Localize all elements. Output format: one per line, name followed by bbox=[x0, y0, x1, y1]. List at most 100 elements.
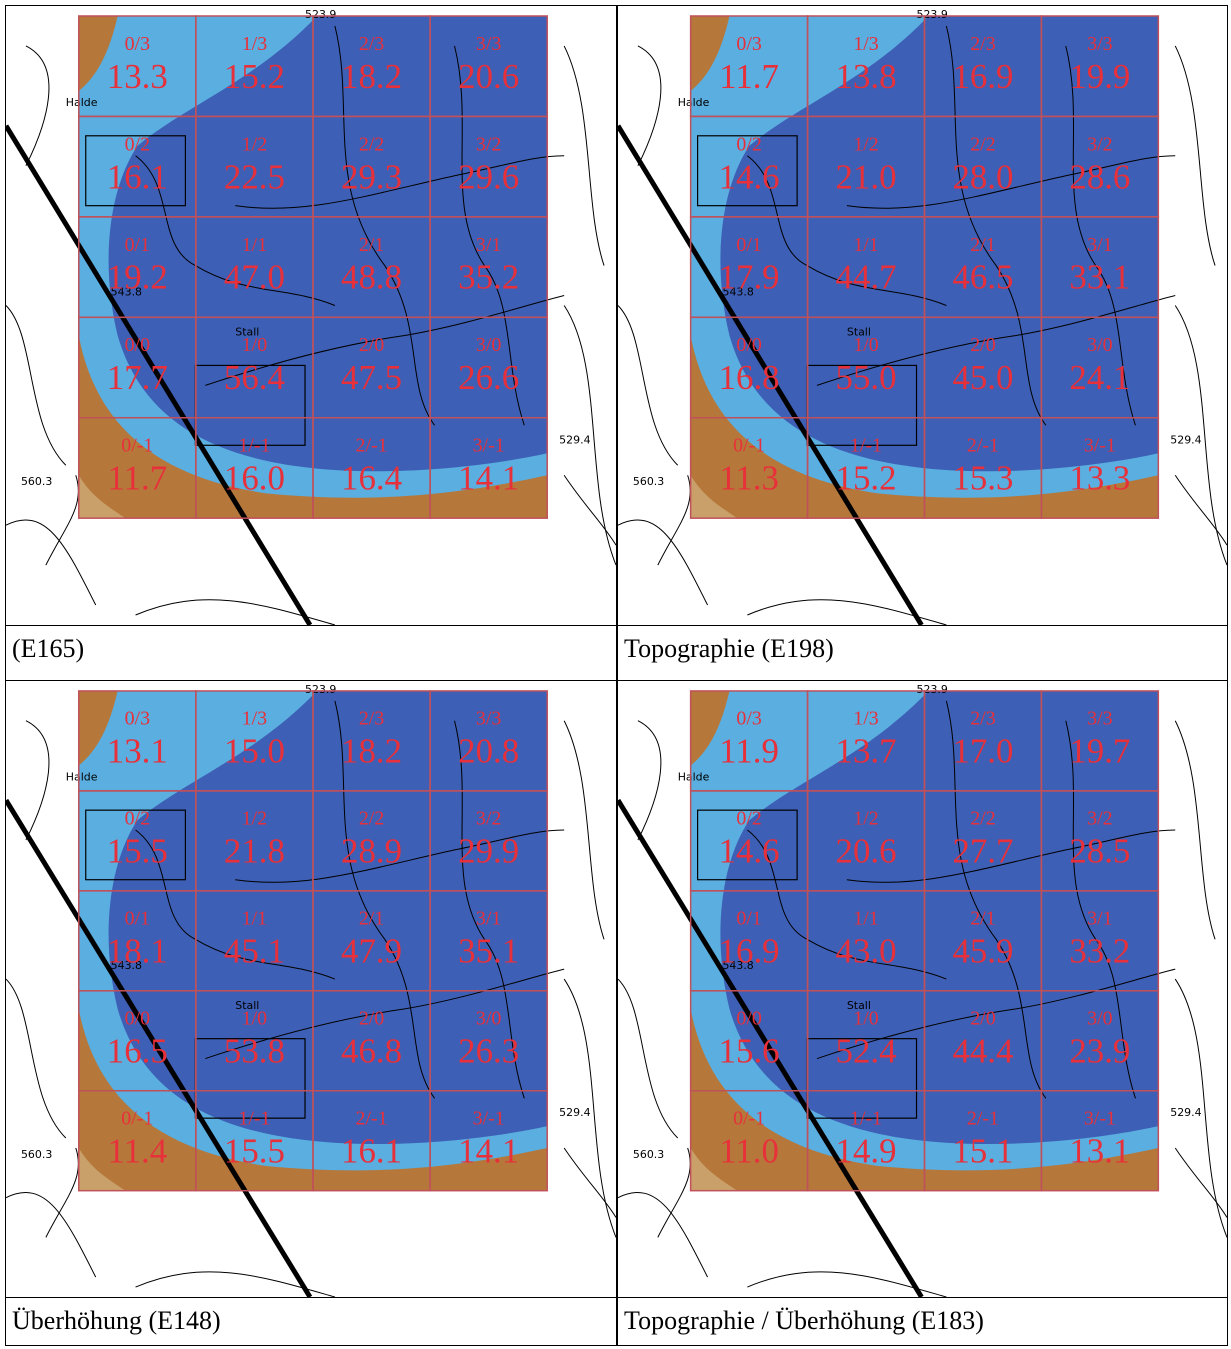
cell-label: 2/2 bbox=[359, 133, 384, 155]
cell-value: 45.9 bbox=[952, 931, 1013, 970]
cell-label: 0/2 bbox=[736, 808, 761, 830]
cell-value: 14.1 bbox=[458, 1131, 519, 1170]
map-cell: 523.9Halde543.8Stall560.3529.40/311.71/3… bbox=[617, 5, 1228, 626]
map-cell: 523.9Halde543.8Stall560.3529.40/313.11/3… bbox=[5, 680, 617, 1298]
map-label: 560.3 bbox=[21, 1148, 52, 1161]
cell-value: 15.2 bbox=[224, 57, 285, 96]
cell-label: 1/3 bbox=[853, 33, 878, 55]
cell-label: 0/3 bbox=[736, 708, 761, 730]
cell-value: 20.6 bbox=[836, 831, 897, 870]
cell-label: 2/-1 bbox=[967, 435, 999, 457]
cell-value: 21.8 bbox=[224, 831, 285, 870]
cell-value: 56.4 bbox=[224, 358, 285, 397]
cell-label: 1/-1 bbox=[238, 1108, 270, 1130]
cell-value: 47.5 bbox=[341, 358, 402, 397]
cell-value: 22.5 bbox=[224, 157, 285, 196]
cell-value: 13.3 bbox=[107, 57, 168, 96]
map-label: Halde bbox=[678, 770, 710, 783]
cell-value: 13.1 bbox=[1069, 1131, 1130, 1170]
cell-label: 3/2 bbox=[1087, 808, 1112, 830]
cell-label: 2/1 bbox=[359, 908, 384, 930]
map-label: 523.9 bbox=[305, 683, 336, 696]
cell-value: 14.6 bbox=[719, 831, 780, 870]
cell-label: 3/1 bbox=[476, 908, 501, 930]
cell-label: 1/1 bbox=[853, 908, 878, 930]
caption: Überhöhung (E148) bbox=[5, 1297, 617, 1346]
cell-label: 0/1 bbox=[736, 908, 761, 930]
cell-value: 15.1 bbox=[952, 1131, 1013, 1170]
cell-value: 13.7 bbox=[836, 731, 897, 770]
cell-label: 3/2 bbox=[1087, 133, 1112, 155]
cell-label: 3/0 bbox=[1087, 1008, 1112, 1030]
cell-value: 26.3 bbox=[458, 1031, 519, 1070]
cell-label: 1/1 bbox=[853, 234, 878, 256]
cell-value: 15.0 bbox=[224, 732, 285, 771]
cell-label: 2/2 bbox=[359, 808, 384, 830]
cell-label: 2/-1 bbox=[356, 435, 388, 457]
cell-label: 1/-1 bbox=[850, 435, 882, 457]
cell-value: 46.8 bbox=[341, 1031, 402, 1070]
cell-value: 48.8 bbox=[341, 258, 402, 297]
map-label: 523.9 bbox=[917, 8, 948, 21]
cell-value: 45.1 bbox=[224, 931, 285, 970]
cell-label: 0/2 bbox=[125, 808, 150, 830]
cell-value: 33.1 bbox=[1069, 258, 1130, 297]
cell-label: 3/1 bbox=[1087, 234, 1112, 256]
cell-value: 11.9 bbox=[719, 731, 779, 770]
cell-label: 2/0 bbox=[359, 1008, 385, 1030]
cell-label: 2/2 bbox=[970, 133, 995, 155]
cell-label: 2/3 bbox=[359, 33, 384, 55]
map-background bbox=[6, 681, 616, 1297]
cell-value: 28.5 bbox=[1069, 831, 1130, 870]
cell-label: 0/1 bbox=[125, 234, 150, 256]
cell-label: 1/0 bbox=[853, 1008, 878, 1030]
cell-value: 15.5 bbox=[224, 1131, 285, 1170]
cell-value: 29.6 bbox=[458, 157, 519, 196]
cell-label: 3/1 bbox=[476, 234, 501, 256]
cell-value: 15.3 bbox=[952, 459, 1013, 498]
cell-value: 46.5 bbox=[952, 258, 1013, 297]
cell-label: 0/1 bbox=[736, 234, 761, 256]
cell-label: 1/3 bbox=[853, 708, 878, 730]
cell-label: 1/2 bbox=[853, 808, 878, 830]
map: 523.9Halde543.8Stall560.3529.40/311.71/3… bbox=[618, 6, 1227, 625]
cell-value: 43.0 bbox=[836, 931, 897, 970]
page: 523.9Halde543.8Stall560.3529.40/313.31/3… bbox=[0, 0, 1231, 1349]
cell-value: 18.2 bbox=[341, 732, 402, 771]
map: 523.9Halde543.8Stall560.3529.40/313.11/3… bbox=[6, 681, 616, 1297]
cell-value: 19.9 bbox=[1069, 57, 1130, 96]
cell-value: 29.9 bbox=[458, 831, 519, 870]
cell-value: 14.1 bbox=[458, 459, 519, 498]
cell-label: 0/-1 bbox=[733, 435, 765, 457]
cell-value: 27.7 bbox=[952, 831, 1013, 870]
cell-label: 3/2 bbox=[476, 133, 501, 155]
cell-value: 11.3 bbox=[719, 459, 779, 498]
cell-label: 2/1 bbox=[970, 908, 995, 930]
cell-value: 20.6 bbox=[458, 57, 519, 96]
map: 523.9Halde543.8Stall560.3529.40/313.31/3… bbox=[6, 6, 616, 625]
cell-label: 3/-1 bbox=[473, 1108, 505, 1130]
cell-value: 15.5 bbox=[107, 831, 168, 870]
cell-label: 2/3 bbox=[970, 33, 995, 55]
cell-value: 16.1 bbox=[341, 1131, 402, 1170]
cell-label: 1/2 bbox=[242, 133, 267, 155]
cell-value: 15.2 bbox=[836, 459, 897, 498]
cell-value: 11.0 bbox=[719, 1131, 779, 1170]
cell-value: 15.6 bbox=[719, 1031, 780, 1070]
cell-label: 0/3 bbox=[125, 33, 150, 55]
cell-value: 18.1 bbox=[107, 931, 168, 970]
cell-label: 0/0 bbox=[125, 1008, 151, 1030]
map-label: Halde bbox=[66, 770, 98, 783]
cell-value: 44.7 bbox=[836, 258, 897, 297]
cell-label: 2/-1 bbox=[356, 1108, 388, 1130]
cell-value: 35.2 bbox=[458, 258, 519, 297]
cell-value: 14.6 bbox=[719, 157, 780, 196]
cell-value: 14.9 bbox=[836, 1131, 897, 1170]
map-label: 560.3 bbox=[21, 475, 52, 488]
cell-value: 13.3 bbox=[1069, 459, 1130, 498]
map-label: Halde bbox=[678, 96, 710, 109]
caption: (E165) bbox=[5, 625, 617, 681]
map-background bbox=[618, 6, 1227, 625]
cell-label: 1/1 bbox=[242, 908, 267, 930]
